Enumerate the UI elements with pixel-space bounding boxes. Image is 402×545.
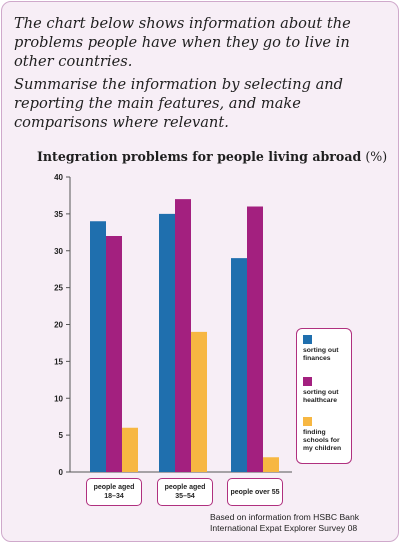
legend-item-schools: finding schools for my children — [303, 417, 351, 453]
bar-schools-1 — [122, 427, 138, 472]
legend-item-healthcare: sorting out healthcare — [303, 377, 351, 405]
category-label-35-54: people aged 35–54 — [157, 478, 213, 506]
y-tick-label: 35 — [54, 210, 63, 219]
bars — [90, 199, 279, 472]
y-axis: 0 5 10 15 20 25 30 35 40 — [54, 173, 292, 477]
source-note: Based on information from HSBC Bank Inte… — [210, 512, 360, 533]
prompt-description: The chart below shows information about … — [14, 15, 351, 70]
y-tick-label: 5 — [59, 431, 64, 440]
task-prompt: The chart below shows information about … — [14, 14, 390, 136]
y-tick-label: 40 — [54, 173, 63, 182]
y-tick-label: 30 — [54, 247, 63, 256]
y-tick-label: 20 — [54, 321, 63, 330]
legend-swatch-healthcare — [303, 377, 312, 386]
legend: sorting out finances sorting out healthc… — [296, 328, 352, 464]
y-tick-label: 25 — [54, 284, 63, 293]
legend-label-healthcare: sorting out healthcare — [303, 389, 339, 404]
bar-finances-2 — [159, 213, 175, 472]
legend-swatch-finances — [303, 335, 312, 344]
y-tick-label: 0 — [59, 468, 64, 477]
chart-title-unit: (%) — [365, 149, 388, 164]
bar-finances-3 — [231, 258, 247, 472]
y-tick-label: 10 — [54, 394, 63, 403]
bar-schools-2 — [191, 331, 207, 472]
bar-healthcare-2 — [175, 199, 191, 472]
legend-label-schools: finding schools for my children — [303, 429, 342, 452]
bar-schools-3 — [263, 457, 279, 472]
legend-label-finances: sorting out finances — [303, 347, 339, 362]
bar-healthcare-3 — [247, 206, 263, 472]
category-label-over-55: people over 55 — [227, 478, 283, 506]
y-tick-label: 15 — [54, 357, 63, 366]
prompt-instruction: Summarise the information by selecting a… — [14, 76, 344, 131]
bar-finances-1 — [90, 221, 106, 472]
chart-title: Integration problems for people living a… — [37, 149, 397, 164]
chart-title-text: Integration problems for people living a… — [37, 149, 362, 164]
legend-item-finances: sorting out finances — [303, 335, 351, 363]
legend-swatch-schools — [303, 417, 312, 426]
category-label-18-34: people aged 18–34 — [86, 478, 142, 506]
bar-healthcare-1 — [106, 236, 122, 472]
